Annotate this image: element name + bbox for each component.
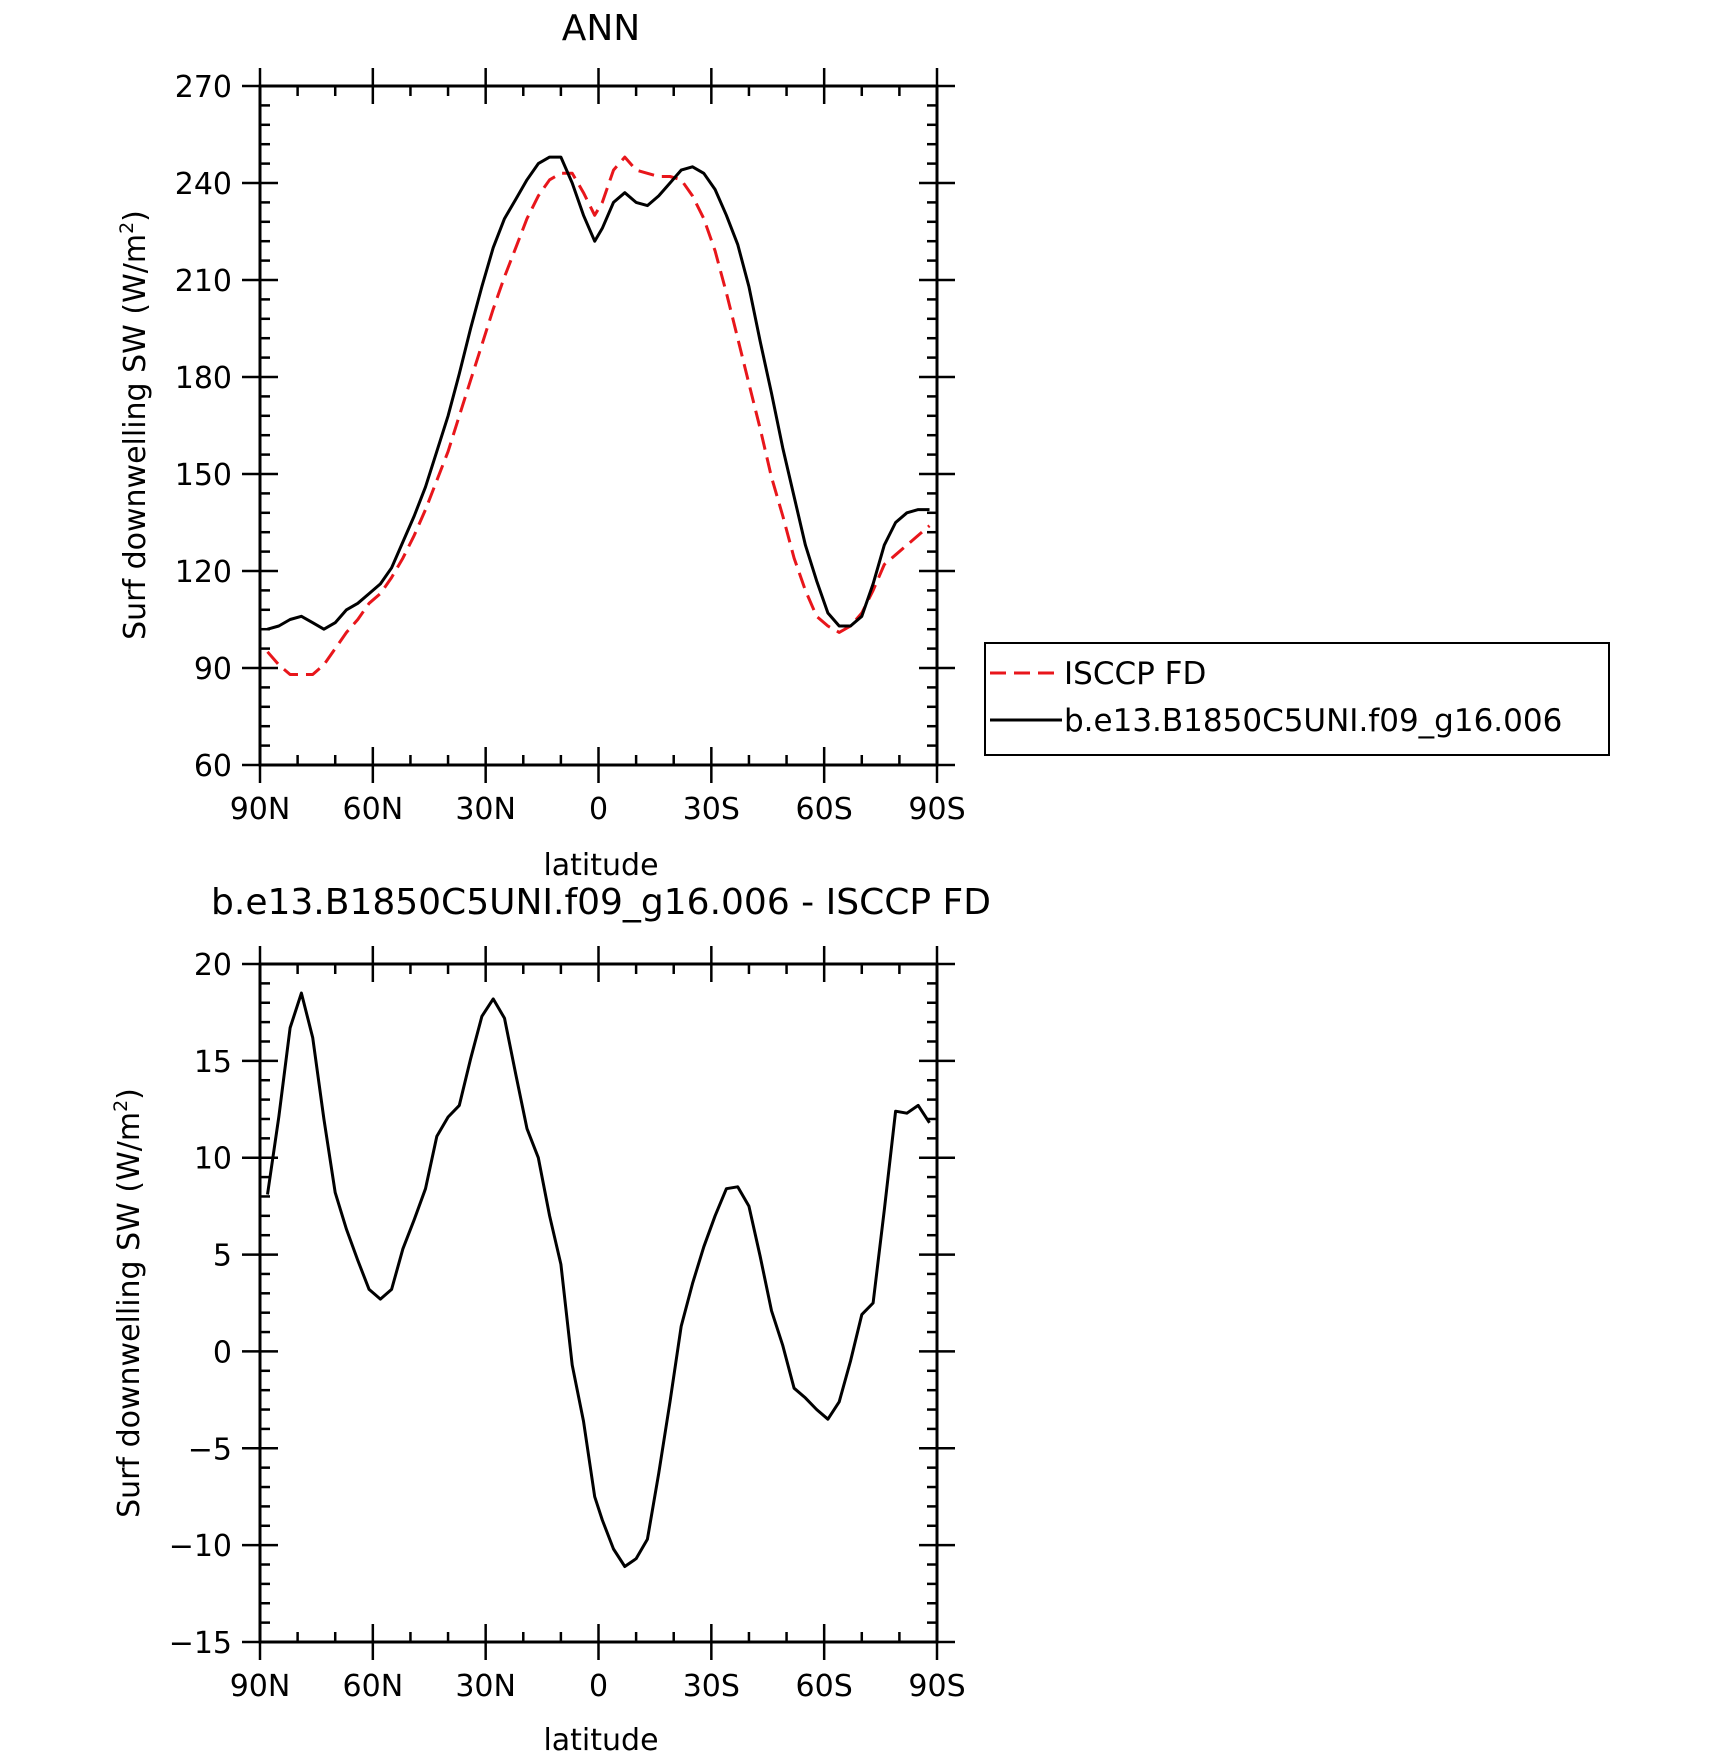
top-chart: ANN 90N 60N 30N 0 30S 60S 90S 60 90 120 150 180 210…: [116, 8, 966, 883]
x-tick-label: 60N: [343, 792, 404, 827]
y-tick-label: 180: [175, 361, 232, 396]
x-tick-label: 0: [589, 1669, 608, 1704]
legend-label-model: b.e13.B1850C5UNI.f09_g16.006: [1064, 703, 1562, 739]
legend: ISCCP FD b.e13.B1850C5UNI.f09_g16.006: [984, 642, 1610, 756]
y-tick-label: 270: [175, 70, 232, 105]
legend-label-isccp: ISCCP FD: [1064, 656, 1206, 692]
top-plot-frame: [258, 84, 939, 767]
x-tick-label: 90N: [230, 1669, 291, 1704]
top-x-axis-label: latitude: [543, 848, 658, 883]
y-tick-label: 15: [194, 1045, 232, 1080]
bottom-series-lines: [266, 991, 931, 1568]
y-tick-label: 0: [213, 1335, 232, 1370]
x-tick-label: 90N: [230, 792, 291, 827]
x-tick-label: 0: [589, 792, 608, 827]
top-series-line-1: [266, 155, 931, 676]
y-tick-label: 210: [175, 264, 232, 299]
top-series-lines: [266, 155, 931, 676]
bottom-series-line-1: [266, 991, 931, 1568]
x-tick-label: 30S: [683, 1669, 740, 1704]
legend-box: [984, 642, 1610, 756]
y-tick-label: −15: [169, 1626, 232, 1661]
x-tick-label: 60S: [796, 1669, 853, 1704]
x-tick-label: 90S: [908, 792, 965, 827]
y-tick-label: −10: [169, 1529, 232, 1564]
x-tick-label: 30N: [455, 792, 516, 827]
bottom-x-axis-label: latitude: [543, 1723, 658, 1756]
y-tick-label: 10: [194, 1142, 232, 1177]
x-tick-label: 60S: [796, 792, 853, 827]
top-chart-title: ANN: [562, 8, 641, 49]
bottom-tick-marks: [242, 946, 955, 1660]
y-tick-label: −5: [188, 1432, 232, 1467]
y-tick-label: 90: [194, 652, 232, 687]
x-tick-label: 90S: [908, 1669, 965, 1704]
bottom-plot-frame: [258, 962, 939, 1644]
y-tick-label: 5: [213, 1239, 232, 1274]
y-tick-label: 150: [175, 458, 232, 493]
top-y-axis-label-end: ): [118, 210, 153, 222]
bottom-y-axis-label-main: Surf downwelling SW (W/m: [112, 1112, 147, 1518]
bottom-chart: b.e13.B1850C5UNI.f09_g16.006 - ISCCP FD …: [110, 882, 991, 1756]
bottom-y-tick-labels: −15 −10 −5 0 5 10 15 20: [169, 948, 232, 1661]
top-y-tick-labels: 60 90 120 150 180 210 240 270: [175, 70, 232, 784]
x-tick-label: 30S: [683, 792, 740, 827]
bottom-y-axis-label-sup: 2: [110, 1100, 132, 1112]
bottom-chart-title: b.e13.B1850C5UNI.f09_g16.006 - ISCCP FD: [211, 882, 991, 923]
y-tick-label: 120: [175, 555, 232, 590]
y-tick-label: 60: [194, 749, 232, 784]
y-tick-label: 240: [175, 167, 232, 202]
top-tick-marks: [242, 68, 955, 783]
y-tick-label: 20: [194, 948, 232, 983]
top-y-axis-label-sup: 2: [116, 222, 138, 234]
top-y-axis-label-main: Surf downwelling SW (W/m: [118, 234, 153, 640]
bottom-x-tick-labels: 90N 60N 30N 0 30S 60S 90S: [230, 1669, 966, 1704]
top-y-axis-label: Surf downwelling SW (W/m2): [116, 210, 153, 640]
bottom-y-axis-label: Surf downwelling SW (W/m2): [110, 1088, 147, 1518]
x-tick-label: 60N: [343, 1669, 404, 1704]
top-x-tick-labels: 90N 60N 30N 0 30S 60S 90S: [230, 792, 966, 827]
x-tick-label: 30N: [455, 1669, 516, 1704]
top-series-line-2: [267, 155, 930, 631]
bottom-y-axis-label-end: ): [112, 1088, 147, 1100]
